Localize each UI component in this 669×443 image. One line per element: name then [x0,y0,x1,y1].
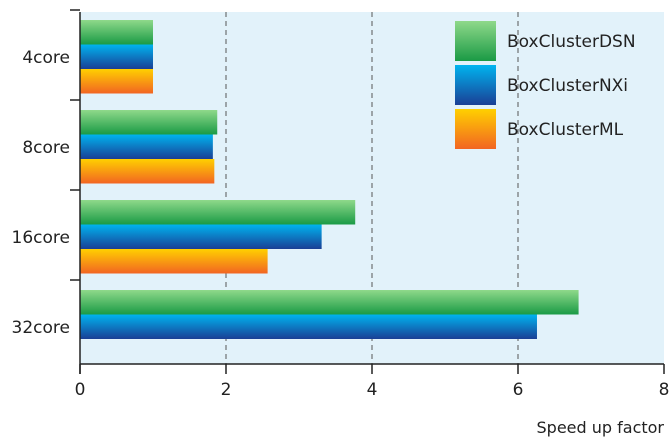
x-tick-label: 6 [513,380,524,400]
axes: 0 2 4 6 8 4core 8core 16core 32core [12,9,669,400]
y-tick-label: 16core [12,228,70,248]
legend-label: BoxClusterML [507,120,624,140]
x-axis-label: Speed up factor [537,418,665,437]
bar-32core-BoxClusterDSN [80,290,579,315]
bar-8core-BoxClusterML [80,159,215,184]
bar-16core-BoxClusterML [80,249,268,274]
x-tick-label: 4 [367,380,378,400]
legend-label: BoxClusterDSN [507,32,636,52]
bars [80,20,579,339]
y-tick-label: 32core [12,318,70,338]
x-tick-label: 8 [659,380,669,400]
bar-4core-BoxClusterDSN [80,20,153,45]
bar-32core-BoxClusterNXi [80,314,537,339]
legend: BoxClusterDSN BoxClusterNXi BoxClusterML [455,21,636,149]
bar-4core-BoxClusterML [80,69,153,94]
x-tick-label: 2 [221,380,232,400]
x-tick-label: 0 [75,380,86,400]
bar-16core-BoxClusterDSN [80,200,356,225]
bar-8core-BoxClusterNXi [80,134,213,159]
grid-lines [225,12,519,364]
legend-swatch [455,21,496,61]
legend-swatch [455,109,496,149]
legend-swatch [455,65,496,105]
legend-label: BoxClusterNXi [507,76,628,96]
bar-8core-BoxClusterDSN [80,110,218,135]
bar-4core-BoxClusterNXi [80,44,153,69]
y-tick-label: 8core [22,138,70,158]
bar-16core-BoxClusterNXi [80,224,322,249]
y-tick-label: 4core [22,48,70,68]
